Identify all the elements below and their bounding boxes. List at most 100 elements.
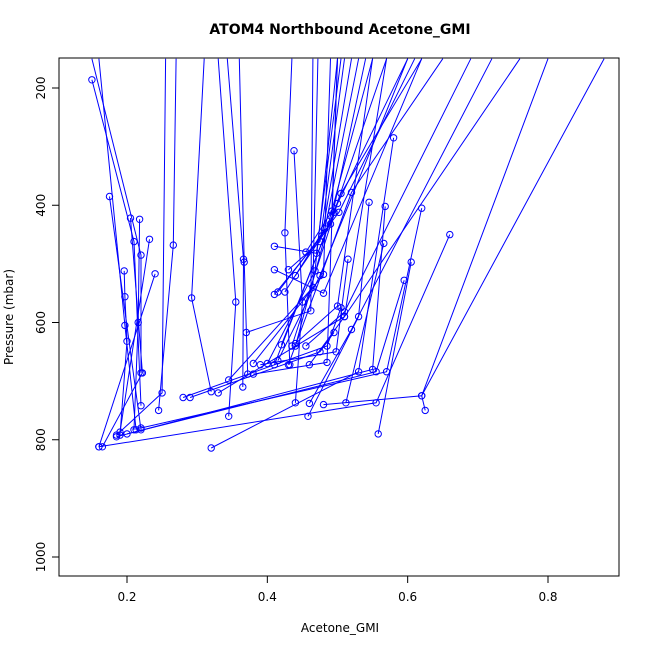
data-point bbox=[354, 368, 363, 376]
data-point bbox=[421, 406, 429, 415]
y-axis: 200 400 600 800 1000 bbox=[34, 77, 60, 573]
series-line bbox=[287, 58, 444, 365]
x-tick-label: 0.8 bbox=[538, 590, 557, 604]
plot-region bbox=[88, 58, 605, 452]
series-50 bbox=[270, 58, 423, 297]
data-point bbox=[304, 412, 312, 420]
series-line bbox=[295, 58, 374, 344]
data-point bbox=[291, 342, 300, 350]
series-43 bbox=[263, 58, 338, 368]
data-point bbox=[407, 258, 415, 266]
data-point bbox=[316, 348, 324, 356]
series-53 bbox=[305, 58, 388, 369]
data-point bbox=[284, 266, 293, 274]
series-33 bbox=[270, 58, 423, 369]
data-point bbox=[179, 393, 187, 402]
series-21 bbox=[374, 258, 415, 438]
y-tick-label: 600 bbox=[34, 311, 48, 334]
y-tick-label: 200 bbox=[34, 77, 48, 100]
x-tick-label: 0.6 bbox=[398, 590, 417, 604]
series-39 bbox=[281, 58, 360, 296]
series-line bbox=[421, 58, 605, 411]
data-point bbox=[354, 312, 363, 321]
data-point bbox=[326, 220, 335, 228]
series-22 bbox=[123, 276, 408, 438]
series-30 bbox=[319, 58, 549, 409]
data-point bbox=[270, 266, 279, 274]
x-tick-label: 0.2 bbox=[117, 590, 136, 604]
data-point bbox=[330, 328, 338, 337]
series-line bbox=[133, 219, 141, 430]
series-line bbox=[98, 234, 451, 448]
series-line bbox=[246, 58, 314, 333]
series-line bbox=[210, 137, 395, 449]
y-tick-label: 800 bbox=[34, 428, 48, 451]
series-line bbox=[308, 58, 493, 404]
series-23 bbox=[112, 202, 389, 441]
data-point bbox=[381, 202, 389, 211]
data-point bbox=[214, 389, 222, 397]
series-line bbox=[377, 262, 412, 434]
x-axis-label: Acetone_GMI bbox=[301, 621, 379, 635]
data-point bbox=[137, 424, 145, 432]
data-point bbox=[130, 426, 138, 434]
series-45 bbox=[242, 58, 315, 337]
series-line bbox=[158, 58, 177, 411]
series-line bbox=[284, 58, 360, 293]
data-point bbox=[284, 361, 293, 369]
data-point bbox=[232, 298, 240, 306]
x-axis: 0.2 0.4 0.6 0.8 bbox=[117, 575, 558, 604]
data-point bbox=[169, 241, 178, 249]
data-point bbox=[123, 337, 131, 345]
data-point bbox=[121, 321, 129, 330]
series-line bbox=[293, 150, 303, 403]
series-line bbox=[228, 58, 319, 381]
series-line bbox=[182, 307, 342, 398]
data-point bbox=[239, 383, 247, 391]
series-line bbox=[126, 280, 405, 435]
data-point bbox=[249, 359, 258, 368]
series-7 bbox=[130, 215, 144, 434]
data-point bbox=[240, 258, 248, 266]
data-point bbox=[239, 255, 248, 263]
data-point bbox=[380, 239, 388, 248]
data-point bbox=[305, 361, 314, 369]
series-3 bbox=[98, 58, 140, 434]
data-point bbox=[277, 341, 286, 349]
data-point bbox=[281, 288, 289, 296]
data-point bbox=[389, 134, 398, 142]
data-point bbox=[95, 443, 103, 451]
series-line bbox=[345, 243, 385, 403]
data-point bbox=[311, 267, 319, 275]
series-line bbox=[274, 58, 423, 294]
data-point bbox=[340, 312, 349, 321]
series-line bbox=[98, 273, 156, 447]
series-line bbox=[116, 58, 167, 436]
data-point bbox=[335, 208, 343, 217]
data-point bbox=[374, 430, 382, 438]
data-point bbox=[242, 328, 251, 337]
data-point bbox=[328, 207, 336, 215]
data-point bbox=[123, 430, 131, 438]
data-point bbox=[290, 147, 298, 155]
data-point bbox=[186, 393, 194, 402]
series-32 bbox=[284, 58, 444, 369]
series-line bbox=[288, 58, 345, 271]
y-tick-label: 1000 bbox=[34, 542, 48, 573]
series-line bbox=[101, 218, 143, 448]
series-6 bbox=[98, 214, 147, 451]
data-point bbox=[270, 242, 279, 251]
data-point bbox=[270, 290, 279, 299]
data-point bbox=[319, 400, 328, 409]
series-line bbox=[305, 58, 338, 253]
series-line bbox=[238, 58, 249, 375]
series-48 bbox=[291, 58, 374, 348]
data-point bbox=[138, 369, 147, 377]
data-point bbox=[145, 235, 154, 244]
data-point bbox=[126, 214, 135, 222]
data-point bbox=[307, 307, 315, 315]
series-line bbox=[273, 58, 423, 365]
series-29 bbox=[418, 58, 605, 415]
data-point bbox=[333, 302, 342, 310]
series-line bbox=[294, 58, 367, 276]
